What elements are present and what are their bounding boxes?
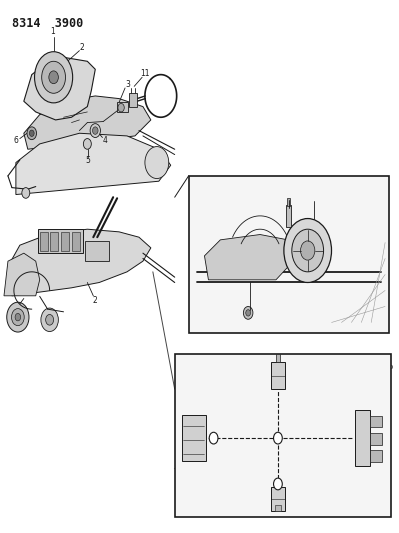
Bar: [276, 354, 280, 362]
Bar: [286, 205, 291, 227]
Polygon shape: [24, 56, 95, 120]
Circle shape: [246, 310, 251, 316]
Circle shape: [93, 127, 98, 134]
Text: 1: 1: [50, 28, 55, 36]
Circle shape: [209, 432, 218, 444]
Circle shape: [90, 124, 101, 138]
Circle shape: [300, 241, 315, 260]
Text: 3: 3: [125, 80, 130, 88]
Circle shape: [284, 219, 332, 282]
Bar: [370, 416, 381, 427]
Text: 9: 9: [257, 322, 262, 330]
Circle shape: [35, 52, 73, 103]
Circle shape: [27, 127, 37, 140]
Text: 11: 11: [140, 69, 150, 78]
Text: 8314  3900: 8314 3900: [12, 17, 83, 30]
Text: TO CONTROL: TO CONTROL: [173, 467, 215, 473]
Circle shape: [83, 139, 91, 149]
Circle shape: [15, 313, 21, 321]
Bar: [182, 415, 205, 461]
Circle shape: [30, 130, 34, 136]
Polygon shape: [8, 229, 151, 296]
Circle shape: [12, 309, 24, 326]
Polygon shape: [4, 253, 40, 296]
Bar: [50, 232, 58, 251]
Circle shape: [292, 229, 324, 272]
Text: 6: 6: [14, 136, 18, 145]
Bar: [117, 102, 128, 112]
Bar: [370, 433, 381, 445]
Bar: [85, 241, 109, 261]
Circle shape: [45, 314, 53, 325]
Text: TO BRAKE: TO BRAKE: [312, 489, 344, 494]
Circle shape: [22, 188, 30, 198]
Bar: [61, 232, 69, 251]
Text: TO ACC. FEED: TO ACC. FEED: [256, 365, 300, 370]
Text: 8: 8: [312, 193, 317, 201]
Text: CONNECTOR: CONNECTOR: [350, 372, 391, 377]
Bar: [129, 93, 137, 107]
Bar: [175, 354, 391, 517]
Circle shape: [274, 432, 282, 444]
Text: 2: 2: [208, 246, 213, 255]
Polygon shape: [24, 96, 151, 149]
Polygon shape: [204, 235, 296, 280]
Text: SWITCH: SWITCH: [182, 474, 206, 480]
Bar: [275, 505, 281, 511]
Bar: [38, 229, 83, 253]
Circle shape: [243, 306, 253, 319]
Text: (1/Pn. Wrg.): (1/Pn. Wrg.): [259, 372, 297, 377]
Text: 5: 5: [86, 157, 91, 165]
Circle shape: [118, 103, 124, 112]
Text: 2: 2: [80, 43, 85, 52]
Bar: [40, 232, 47, 251]
Text: 2: 2: [93, 296, 98, 305]
Bar: [72, 232, 80, 251]
Bar: [189, 176, 389, 333]
Bar: [271, 362, 285, 389]
Circle shape: [7, 302, 29, 332]
Circle shape: [41, 308, 58, 332]
Bar: [287, 198, 290, 206]
Circle shape: [49, 71, 58, 84]
Circle shape: [41, 61, 65, 93]
Bar: [356, 410, 370, 466]
Circle shape: [145, 147, 169, 179]
Bar: [370, 450, 381, 462]
Text: 7: 7: [287, 189, 292, 198]
Circle shape: [274, 478, 282, 490]
Text: SWITCH: SWITCH: [312, 497, 336, 503]
Bar: [271, 487, 285, 511]
Text: 10: 10: [193, 490, 208, 499]
Text: TO BULKHEAD: TO BULKHEAD: [348, 365, 393, 370]
Text: 4: 4: [103, 136, 107, 145]
Polygon shape: [16, 133, 171, 195]
